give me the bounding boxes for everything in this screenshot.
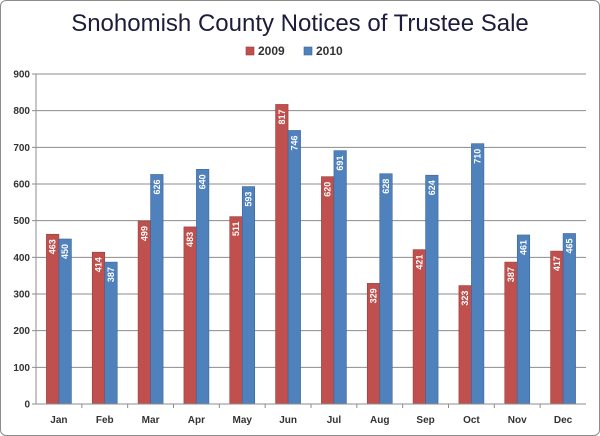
gridlines xyxy=(36,73,586,405)
data-label: 511 xyxy=(231,222,241,237)
x-tick-label: Apr xyxy=(188,415,205,426)
data-label: 499 xyxy=(139,226,149,241)
legend-swatch-2009 xyxy=(245,46,255,56)
bar-2010-Oct xyxy=(471,143,485,405)
data-label: 626 xyxy=(152,179,162,194)
bars: 463 4504143874996264836405115938177466206… xyxy=(46,104,576,405)
bar-2010-Mar xyxy=(150,174,164,405)
x-axis-ticks: Jan Feb Mar Apr May Jun Jul Aug Sep Oct Nov Dec xyxy=(50,404,573,426)
bar-2010-Aug xyxy=(379,173,393,405)
legend-label: 2010 xyxy=(316,44,343,58)
y-tick-label: 200 xyxy=(13,326,30,337)
data-label: 461 xyxy=(519,240,529,255)
y-tick-label: 300 xyxy=(13,290,30,301)
y-tick-label: 900 xyxy=(13,70,30,81)
x-tick-label: Sep xyxy=(416,415,434,426)
data-label: 624 xyxy=(427,180,437,195)
data-label: 620 xyxy=(323,182,333,197)
bar-2010-Feb xyxy=(104,261,118,405)
bar-2009-Jul xyxy=(321,176,335,405)
data-label: 817 xyxy=(277,109,287,124)
data-label: 421 xyxy=(414,255,424,270)
bar-2009-Nov xyxy=(504,261,518,405)
data-label: 640 xyxy=(198,174,208,189)
data-label: 387 xyxy=(506,267,516,282)
x-tick-label: Nov xyxy=(508,415,527,426)
x-tick-label: Dec xyxy=(554,415,573,426)
bar-2010-Dec xyxy=(562,233,576,405)
data-label: 593 xyxy=(244,192,254,207)
bar-2009-Jun xyxy=(275,104,289,405)
bar-2010-May xyxy=(241,186,256,405)
data-label: 710 xyxy=(473,149,483,164)
y-tick-label: 700 xyxy=(13,143,30,154)
bar-2009-May xyxy=(229,216,243,405)
y-tick-label: 0 xyxy=(24,400,30,411)
chart-title: Snohomish County Notices of Trustee Sale xyxy=(71,10,529,37)
x-tick-label: Oct xyxy=(463,415,480,426)
data-label: 323 xyxy=(460,291,470,306)
x-tick-label: Jul xyxy=(327,415,342,426)
bar-2009-Dec xyxy=(550,250,564,405)
legend-swatch-2010 xyxy=(303,46,313,56)
data-label: 414 xyxy=(94,257,104,272)
data-label: 417 xyxy=(552,256,562,271)
data-label: 691 xyxy=(335,156,345,171)
x-tick-label: Jan xyxy=(50,415,67,426)
y-axis-ticks: 0 100 200 300 400 500 600 700 800 900 xyxy=(13,70,36,411)
bar-2009-Sep xyxy=(412,249,426,405)
y-tick-label: 100 xyxy=(13,363,30,374)
x-tick-label: Feb xyxy=(96,415,114,426)
bar-2010-Apr xyxy=(196,169,210,405)
data-label: 465 xyxy=(564,239,574,254)
data-label: 483 xyxy=(185,232,195,247)
data-label: 463 xyxy=(48,239,58,254)
bar-2009-Apr xyxy=(183,226,197,405)
data-label: 628 xyxy=(381,179,391,194)
x-tick-label: Mar xyxy=(142,415,160,426)
data-label: 746 xyxy=(289,135,299,150)
bar-2009-Feb xyxy=(91,251,106,405)
data-label: 450 xyxy=(60,244,70,259)
y-tick-label: 600 xyxy=(13,180,30,191)
x-tick-label: Jun xyxy=(279,415,297,426)
y-tick-label: 400 xyxy=(13,253,30,264)
bar-2010-Jun xyxy=(287,130,301,405)
x-tick-label: Aug xyxy=(370,415,389,426)
x-tick-label: May xyxy=(233,415,253,426)
bar-2009-Mar xyxy=(137,220,151,405)
legend-label: 2009 xyxy=(258,44,285,58)
y-tick-label: 500 xyxy=(13,216,30,227)
bar-2010-Sep xyxy=(425,174,439,405)
data-label: 329 xyxy=(369,288,379,303)
bar-2010-Jul xyxy=(333,150,347,405)
bar-2009-Jan xyxy=(46,233,60,405)
y-tick-label: 800 xyxy=(13,106,30,117)
data-label: 387 xyxy=(106,267,116,282)
legend: 2009 2010 xyxy=(245,44,343,58)
bar-2010-Jan xyxy=(58,238,72,405)
bar-2010-Nov xyxy=(516,234,531,405)
